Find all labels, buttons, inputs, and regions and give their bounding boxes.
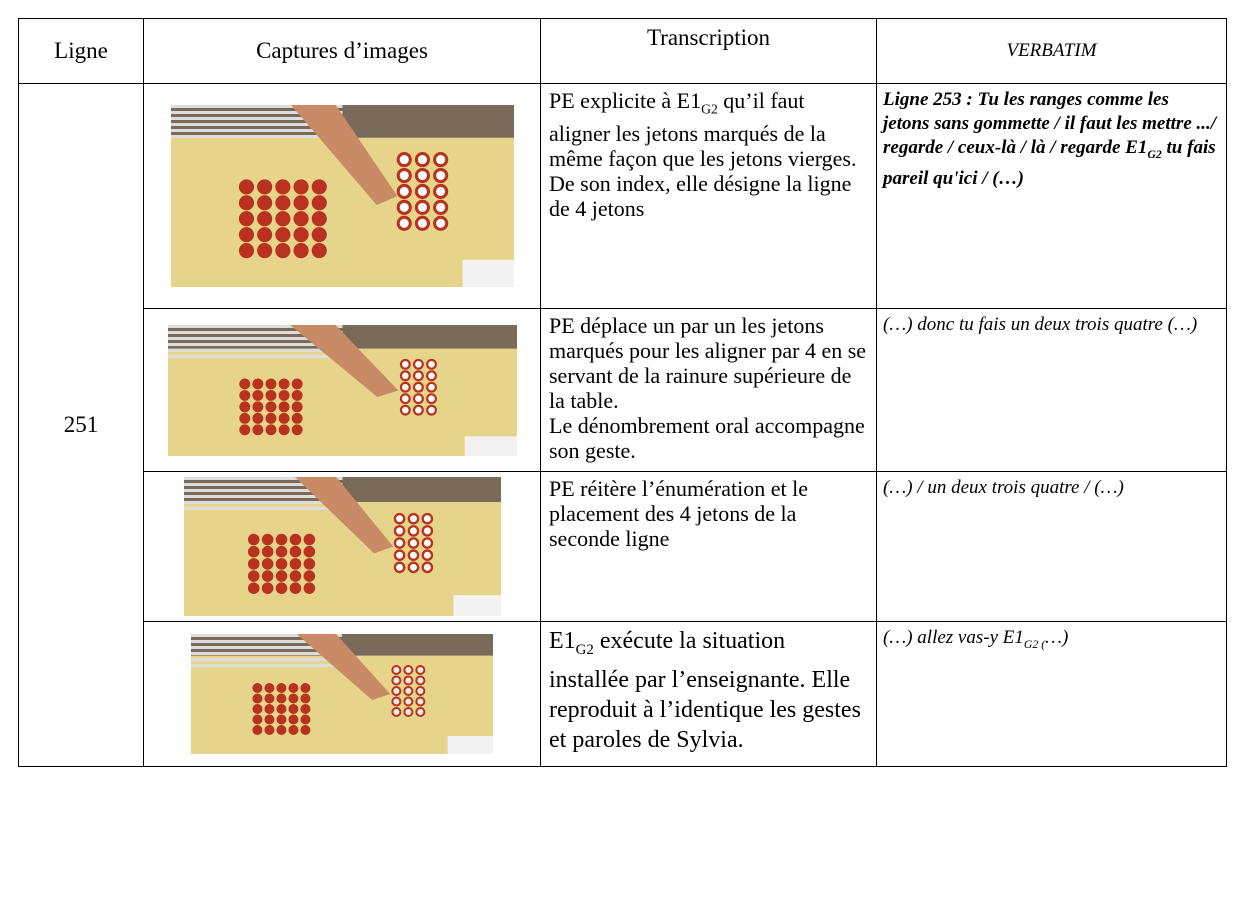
text-run: E1 <box>549 628 576 654</box>
verbatim: (…) / un deux trois quatre / (…) <box>876 471 1227 622</box>
text-run: PE réitère l’énumération et le placement… <box>549 476 808 551</box>
text-run: tu fais pareil qu'ici / (…) <box>883 137 1216 189</box>
text-run: PE déplace un par un les jetons marqués … <box>549 313 867 463</box>
capture <box>143 308 541 472</box>
photo <box>167 324 517 456</box>
subscript: G2 <box>575 641 594 658</box>
text-run: PE explicite à E1 <box>549 88 702 113</box>
header-row: Ligne Captures d’images Transcription VE… <box>18 18 1227 84</box>
transcription: PE explicite à E1G2 qu’il faut aligner l… <box>540 83 877 309</box>
subscript: G2 ( <box>1023 637 1046 651</box>
capture <box>143 621 541 767</box>
subscript: G2 <box>701 101 718 117</box>
capture <box>143 471 541 622</box>
text-run: …) <box>1045 627 1069 648</box>
header-cell: Captures d’images <box>143 18 541 84</box>
photo <box>191 634 493 754</box>
text-run: exécute la situation installée par l’ens… <box>549 628 861 753</box>
transcription-table: Ligne Captures d’images Transcription VE… <box>18 18 1227 767</box>
text-run: (…) donc tu fais un deux trois quatre (…… <box>883 314 1198 335</box>
transcription: PE réitère l’énumération et le placement… <box>540 471 877 622</box>
text-run: (…) allez vas-y E1 <box>883 627 1024 648</box>
text-run: (…) / un deux trois quatre / (…) <box>883 477 1124 498</box>
subscript: G2 <box>1147 147 1162 161</box>
row: PE réitère l’énumération et le placement… <box>19 471 1227 622</box>
photo <box>170 105 514 287</box>
line-number: 251 <box>18 83 144 767</box>
capture <box>143 83 541 309</box>
header-cell: Ligne <box>18 18 144 84</box>
transcription: E1G2 exécute la situation installée par … <box>540 621 877 767</box>
row: PE déplace un par un les jetons marqués … <box>19 308 1227 472</box>
verbatim: (…) allez vas-y E1G2 (…) <box>876 621 1227 767</box>
text-run: qu’il faut aligner les jetons marqués de… <box>549 88 857 222</box>
row: 251 PE explicite à E1G2 qu’il faut align… <box>18 83 1227 767</box>
verbatim: Ligne 253 : Tu les ranges comme les jeto… <box>876 83 1227 309</box>
verbatim: (…) donc tu fais un deux trois quatre (…… <box>876 308 1227 472</box>
text-run: Ligne 253 : Tu les ranges comme les jeto… <box>883 89 1217 158</box>
transcription: PE déplace un par un les jetons marqués … <box>540 308 877 472</box>
photo <box>183 477 501 616</box>
header-cell: Transcription <box>540 18 877 84</box>
header-cell: VERBATIM <box>876 18 1227 84</box>
row: E1G2 exécute la situation installée par … <box>19 621 1227 767</box>
